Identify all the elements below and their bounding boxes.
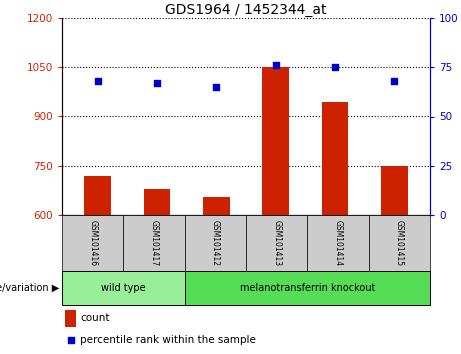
Text: GSM101413: GSM101413 bbox=[272, 220, 281, 266]
Text: GSM101416: GSM101416 bbox=[88, 220, 97, 266]
Title: GDS1964 / 1452344_at: GDS1964 / 1452344_at bbox=[165, 3, 327, 17]
Text: GSM101414: GSM101414 bbox=[333, 220, 343, 266]
Bar bbox=[246, 215, 307, 271]
Point bbox=[391, 78, 398, 84]
Point bbox=[153, 80, 160, 86]
Bar bbox=[124, 215, 185, 271]
Point bbox=[67, 337, 74, 343]
Point bbox=[331, 64, 339, 70]
Bar bbox=[307, 215, 369, 271]
Bar bbox=[65, 309, 76, 327]
Point bbox=[94, 78, 101, 84]
Text: GSM101412: GSM101412 bbox=[211, 220, 220, 266]
Bar bbox=[262, 67, 289, 215]
Text: GSM101417: GSM101417 bbox=[149, 220, 159, 266]
Bar bbox=[322, 102, 349, 215]
Bar bbox=[185, 215, 246, 271]
Point bbox=[272, 62, 279, 68]
Text: wild type: wild type bbox=[101, 283, 146, 293]
Point bbox=[213, 84, 220, 90]
Bar bbox=[185, 271, 430, 305]
Text: count: count bbox=[80, 313, 110, 322]
Text: GSM101415: GSM101415 bbox=[395, 220, 404, 266]
Text: melanotransferrin knockout: melanotransferrin knockout bbox=[240, 283, 375, 293]
Bar bbox=[381, 166, 408, 215]
Bar bbox=[369, 215, 430, 271]
Bar bbox=[144, 189, 170, 215]
Text: percentile rank within the sample: percentile rank within the sample bbox=[80, 335, 256, 345]
Bar bbox=[84, 176, 111, 215]
Text: genotype/variation ▶: genotype/variation ▶ bbox=[0, 283, 59, 293]
Bar bbox=[62, 215, 124, 271]
Bar bbox=[62, 271, 185, 305]
Bar bbox=[203, 197, 230, 215]
